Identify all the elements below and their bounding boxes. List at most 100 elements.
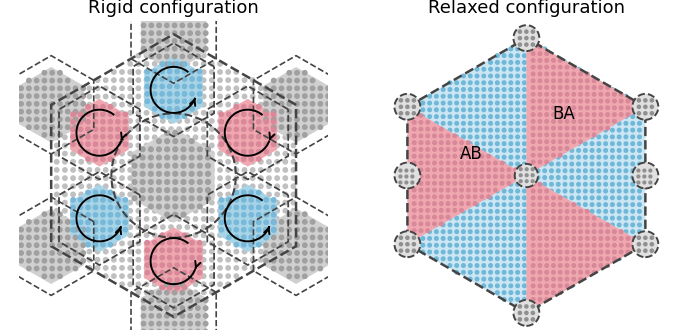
- Circle shape: [241, 157, 246, 161]
- Circle shape: [550, 176, 553, 179]
- Circle shape: [421, 176, 425, 179]
- Circle shape: [161, 258, 165, 262]
- Circle shape: [264, 117, 268, 122]
- Circle shape: [599, 243, 603, 247]
- Circle shape: [128, 282, 132, 287]
- Circle shape: [559, 250, 562, 254]
- Circle shape: [414, 223, 418, 227]
- Circle shape: [644, 249, 647, 252]
- Circle shape: [186, 225, 190, 229]
- Circle shape: [242, 119, 246, 123]
- Circle shape: [414, 216, 418, 220]
- Circle shape: [264, 235, 268, 239]
- Circle shape: [617, 237, 621, 240]
- Circle shape: [58, 133, 62, 137]
- Circle shape: [267, 111, 271, 115]
- Circle shape: [503, 203, 506, 206]
- Circle shape: [251, 208, 255, 213]
- Polygon shape: [218, 99, 277, 167]
- Circle shape: [78, 127, 83, 131]
- Circle shape: [186, 160, 190, 164]
- Circle shape: [552, 284, 555, 288]
- Circle shape: [412, 99, 416, 102]
- Circle shape: [55, 103, 59, 107]
- Circle shape: [88, 176, 92, 180]
- Circle shape: [610, 162, 614, 166]
- Circle shape: [153, 151, 157, 156]
- Circle shape: [545, 113, 549, 116]
- Circle shape: [108, 120, 113, 124]
- Circle shape: [186, 258, 190, 262]
- Circle shape: [509, 115, 512, 118]
- Circle shape: [414, 169, 418, 173]
- Circle shape: [169, 200, 173, 205]
- Circle shape: [144, 241, 148, 245]
- Circle shape: [34, 86, 38, 91]
- Circle shape: [433, 202, 436, 205]
- Circle shape: [153, 62, 157, 66]
- Circle shape: [550, 284, 553, 288]
- Circle shape: [606, 243, 610, 247]
- Circle shape: [128, 266, 132, 270]
- Text: BA: BA: [553, 105, 575, 123]
- Circle shape: [258, 86, 263, 91]
- Circle shape: [145, 256, 149, 260]
- Circle shape: [489, 223, 492, 227]
- Circle shape: [157, 15, 161, 20]
- Circle shape: [597, 101, 601, 105]
- Circle shape: [144, 127, 148, 131]
- Circle shape: [234, 119, 239, 123]
- Circle shape: [626, 99, 630, 103]
- Circle shape: [19, 243, 23, 247]
- Circle shape: [175, 92, 179, 96]
- Circle shape: [529, 54, 533, 57]
- Circle shape: [584, 122, 587, 125]
- Circle shape: [509, 298, 512, 301]
- Circle shape: [475, 209, 479, 213]
- Circle shape: [572, 120, 575, 123]
- Circle shape: [302, 235, 307, 239]
- Circle shape: [531, 113, 535, 116]
- Circle shape: [545, 160, 549, 164]
- Circle shape: [482, 271, 486, 274]
- Circle shape: [153, 77, 157, 81]
- Circle shape: [234, 94, 239, 99]
- Circle shape: [42, 78, 47, 83]
- Circle shape: [144, 290, 148, 295]
- Circle shape: [421, 108, 425, 112]
- Circle shape: [475, 243, 479, 247]
- Circle shape: [577, 216, 580, 220]
- Circle shape: [242, 135, 246, 140]
- Circle shape: [624, 155, 628, 159]
- Circle shape: [565, 250, 569, 254]
- Circle shape: [167, 271, 172, 275]
- Circle shape: [193, 151, 197, 156]
- Circle shape: [202, 151, 206, 156]
- Circle shape: [283, 111, 288, 115]
- Circle shape: [120, 233, 124, 237]
- Circle shape: [164, 23, 169, 28]
- Circle shape: [27, 220, 31, 224]
- Circle shape: [529, 203, 533, 206]
- Circle shape: [468, 250, 472, 254]
- Circle shape: [489, 203, 492, 206]
- Circle shape: [538, 86, 542, 89]
- Circle shape: [552, 140, 555, 144]
- Circle shape: [604, 101, 608, 105]
- Circle shape: [475, 230, 479, 233]
- Circle shape: [79, 135, 83, 140]
- Circle shape: [475, 196, 479, 200]
- Circle shape: [564, 250, 567, 254]
- Circle shape: [234, 274, 239, 278]
- Circle shape: [256, 242, 261, 247]
- Circle shape: [161, 225, 165, 229]
- Circle shape: [226, 249, 230, 254]
- Circle shape: [610, 176, 614, 179]
- Circle shape: [518, 43, 522, 46]
- Circle shape: [489, 189, 492, 193]
- Circle shape: [584, 101, 587, 105]
- Circle shape: [160, 240, 164, 245]
- Circle shape: [108, 142, 113, 146]
- Circle shape: [414, 135, 418, 139]
- Circle shape: [482, 169, 486, 173]
